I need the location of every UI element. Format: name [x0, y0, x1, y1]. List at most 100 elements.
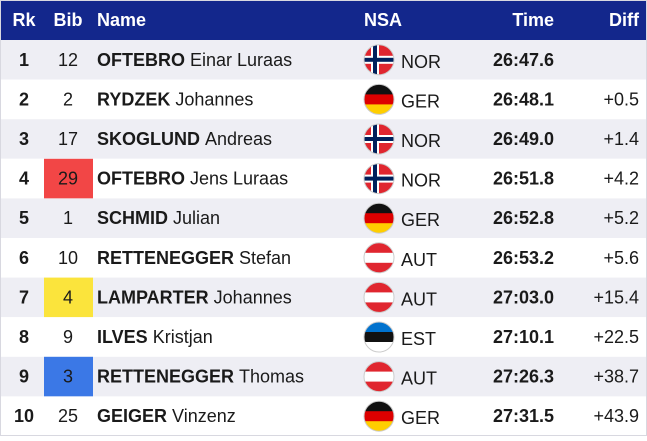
flag-rim [363, 123, 395, 155]
rank: 9 [19, 367, 29, 387]
athlete-name: RYDZEK Johannes [97, 89, 253, 109]
flag-cross [364, 137, 394, 141]
row-bg [0, 198, 647, 238]
diff: +22.5 [593, 327, 639, 347]
nsa: AUT [401, 369, 437, 389]
diff: +43.9 [593, 406, 639, 426]
flag-body [364, 163, 394, 194]
bib: 10 [58, 248, 78, 268]
rank: 10 [14, 406, 34, 426]
flag [363, 281, 395, 313]
flag-cross [364, 176, 394, 181]
given-name: Johannes [214, 287, 292, 307]
flag-rim [363, 44, 395, 76]
flag-stripe [364, 381, 394, 392]
given-name: Einar Luraas [190, 50, 292, 70]
nsa: GER [401, 91, 440, 111]
time: 26:51.8 [493, 169, 554, 189]
flag-rim [363, 400, 395, 432]
diff: +38.7 [593, 367, 639, 387]
nsa: NOR [401, 171, 441, 191]
bib: 29 [58, 169, 78, 189]
athlete-name: SKOGLUND Andreas [97, 129, 272, 149]
surname: OFTEBRO [97, 50, 185, 70]
flag [363, 44, 395, 76]
surname: RETTENEGGER [97, 248, 234, 268]
flag-body [364, 44, 394, 75]
row-bg [0, 40, 647, 80]
given-name: Julian [173, 208, 220, 228]
row-bg [0, 158, 647, 199]
given-name: Vinzenz [172, 406, 236, 426]
surname: SCHMID [97, 208, 168, 228]
row-bg [0, 238, 647, 278]
rank: 3 [19, 129, 29, 149]
rank: 2 [19, 89, 29, 109]
rank: 5 [19, 208, 29, 228]
rank: 8 [19, 327, 29, 347]
header-rank: Rk [12, 10, 36, 30]
time: 26:52.8 [493, 208, 554, 228]
flag-stripe [364, 371, 394, 383]
row-bg [0, 317, 647, 357]
bib: 17 [58, 129, 78, 149]
flag [363, 163, 395, 195]
nsa: AUT [401, 250, 437, 270]
flag-body [364, 124, 394, 154]
flag-stripe [364, 302, 394, 313]
bib-highlight [44, 158, 93, 199]
nsa: NOR [401, 131, 441, 151]
flag-stripe [364, 322, 394, 333]
flag-body [364, 322, 394, 352]
flag-rim [363, 202, 395, 234]
surname: SKOGLUND [97, 129, 200, 149]
flag-stripe [364, 252, 394, 264]
athlete-name: ILVES Kristjan [97, 327, 213, 347]
flag [363, 123, 395, 155]
time: 27:26.3 [493, 367, 554, 387]
flag-stripe [364, 282, 394, 293]
diff: +5.6 [603, 248, 639, 268]
flag-rim [363, 321, 395, 353]
nsa: GER [401, 210, 440, 230]
rank: 6 [19, 248, 29, 268]
flag-body [364, 242, 394, 273]
flag-stripe [364, 104, 394, 115]
given-name: Johannes [175, 89, 253, 109]
surname: OFTEBRO [97, 169, 185, 189]
flag-rim [363, 361, 395, 393]
flag-stripe [364, 411, 394, 422]
bib: 1 [63, 208, 73, 228]
header-name: Name [97, 10, 146, 30]
flag-rim [363, 281, 395, 313]
surname: RETTENEGGER [97, 367, 234, 387]
athlete-name: GEIGER Vinzenz [97, 406, 236, 426]
header-time: Time [512, 10, 554, 30]
flag [363, 83, 395, 115]
surname: LAMPARTER [97, 287, 209, 307]
bib-highlight [44, 277, 93, 318]
time: 26:53.2 [493, 248, 554, 268]
bib-highlight [44, 356, 93, 397]
flag-stripe [364, 361, 394, 373]
nsa: GER [401, 408, 440, 428]
rank: 1 [19, 50, 29, 70]
rank: 4 [19, 169, 29, 189]
flag [363, 321, 395, 353]
bib: 2 [63, 89, 73, 109]
flag [363, 400, 395, 432]
diff: +4.2 [603, 169, 639, 189]
flag-body [364, 84, 394, 115]
time: 27:10.1 [493, 327, 554, 347]
flag-body [364, 361, 394, 392]
diff: +15.4 [593, 287, 639, 307]
athlete-name: OFTEBRO Jens Luraas [97, 169, 288, 189]
time: 27:03.0 [493, 287, 554, 307]
diff: +0.5 [603, 89, 639, 109]
header-bar [0, 0, 647, 40]
flag-stripe [364, 242, 394, 254]
time: 26:47.6 [493, 50, 554, 70]
flag-body [364, 401, 394, 432]
given-name: Andreas [205, 129, 272, 149]
